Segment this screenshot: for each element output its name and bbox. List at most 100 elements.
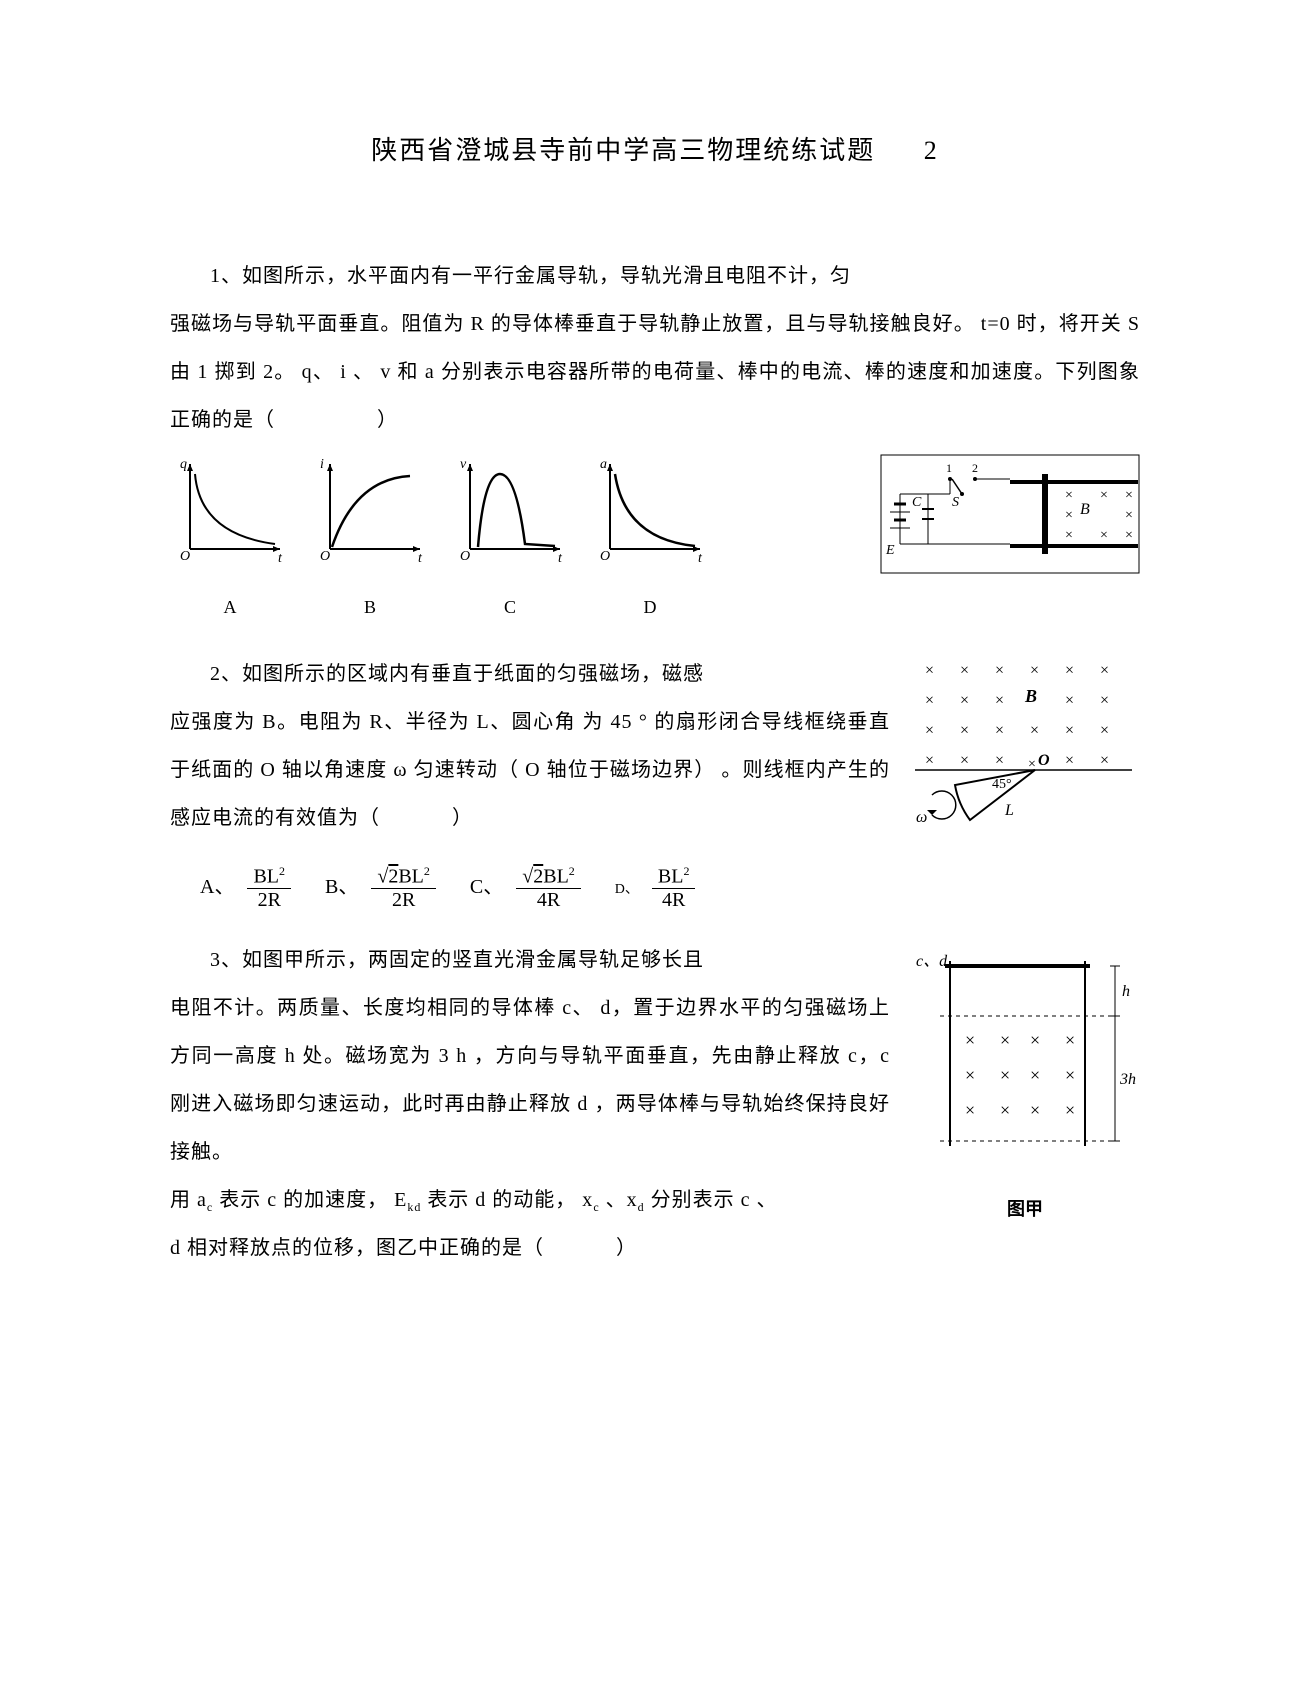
q2-figure: ×××××× ××××× ×××××× ××××× B O × 45° L	[910, 650, 1140, 848]
svg-text:×: ×	[1065, 1065, 1075, 1085]
q1-graph-D: a t O D	[590, 454, 710, 629]
page-title: 陕西省澄城县寺前中学高三物理统练试题 2	[170, 120, 1140, 182]
svg-text:×: ×	[1065, 692, 1074, 709]
svg-text:L: L	[1004, 802, 1014, 819]
q2-option-D: D、 BL2 4R	[615, 863, 700, 911]
q1-graph-A: q t O A	[170, 454, 290, 629]
svg-text:×: ×	[1030, 722, 1039, 739]
q1-circuit: E C 1 2 S	[880, 454, 1140, 592]
svg-text:×: ×	[960, 662, 969, 679]
svg-text:1: 1	[946, 461, 952, 475]
q2-line1: 2、如图所示的区域内有垂直于纸面的匀强磁场，磁感	[170, 650, 890, 698]
q3-line3: 用 ac 表示 c 的加速度， Ekd 表示 d 的动能， xc 、xd 分别表…	[170, 1176, 890, 1224]
svg-text:×: ×	[1030, 1100, 1040, 1120]
svg-text:B: B	[1024, 686, 1037, 706]
svg-text:q: q	[180, 457, 187, 472]
q2-option-C: C、 √2BL2 4R	[470, 863, 585, 911]
svg-text:×: ×	[960, 692, 969, 709]
q1-graph-D-svg: a t O	[590, 454, 710, 564]
svg-text:h: h	[1122, 983, 1130, 1000]
q2-options: A、 BL2 2R B、 √2BL2 2R C、 √2BL2 4R D、 BL2	[200, 863, 1140, 911]
svg-text:O: O	[460, 549, 470, 564]
svg-text:×: ×	[1100, 662, 1109, 679]
svg-text:×: ×	[1125, 488, 1133, 503]
svg-text:×: ×	[1065, 752, 1074, 769]
svg-text:×: ×	[925, 722, 934, 739]
svg-text:×: ×	[1065, 528, 1073, 543]
svg-text:×: ×	[1030, 1065, 1040, 1085]
q3-fig-caption: 图甲	[910, 1188, 1140, 1231]
svg-text:×: ×	[1065, 662, 1074, 679]
svg-text:B: B	[1080, 501, 1090, 518]
svg-text:×: ×	[925, 692, 934, 709]
svg-text:a: a	[600, 457, 607, 472]
q1-graphs-row: q t O A i t O B	[170, 454, 1140, 629]
svg-text:×: ×	[995, 692, 1004, 709]
svg-text:ω: ω	[916, 809, 927, 826]
svg-text:t: t	[418, 551, 423, 564]
q3-line2: 电阻不计。两质量、长度均相同的导体棒 c、 d，置于边界水平的匀强磁场上方同一高…	[170, 984, 890, 1176]
svg-text:45°: 45°	[992, 777, 1012, 792]
svg-text:t: t	[278, 551, 283, 564]
q1-graph-B: i t O B	[310, 454, 430, 629]
svg-text:×: ×	[1125, 508, 1133, 523]
svg-text:×: ×	[1000, 1030, 1010, 1050]
q2-line2: 应强度为 B。电阻为 R、半径为 L、圆心角 为 45 ° 的扇形闭合导线框绕垂…	[170, 698, 890, 842]
q1-line1: 1、如图所示，水平面内有一平行金属导轨，导轨光滑且电阻不计，匀	[170, 252, 1140, 300]
svg-text:×: ×	[925, 752, 934, 769]
svg-text:O: O	[320, 549, 330, 564]
svg-text:×: ×	[995, 752, 1004, 769]
svg-text:×: ×	[1100, 488, 1108, 503]
svg-text:×: ×	[1000, 1100, 1010, 1120]
q1-graph-C: v t O C	[450, 454, 570, 629]
svg-text:O: O	[180, 549, 190, 564]
svg-text:×: ×	[1065, 1100, 1075, 1120]
svg-text:×: ×	[1065, 508, 1073, 523]
svg-text:×: ×	[1065, 1030, 1075, 1050]
question-3: 3、如图甲所示，两固定的竖直光滑金属导轨足够长且 电阻不计。两质量、长度均相同的…	[170, 936, 1140, 1272]
svg-text:×: ×	[925, 662, 934, 679]
svg-text:2: 2	[972, 461, 978, 475]
svg-text:t: t	[558, 551, 563, 564]
q1-circuit-svg: E C 1 2 S	[880, 454, 1140, 574]
svg-text:×: ×	[995, 722, 1004, 739]
svg-text:×: ×	[995, 662, 1004, 679]
svg-text:v: v	[460, 457, 467, 472]
svg-text:E: E	[885, 543, 895, 558]
svg-text:×: ×	[1100, 722, 1109, 739]
svg-text:×: ×	[1100, 692, 1109, 709]
svg-text:O: O	[1038, 752, 1050, 769]
svg-text:×: ×	[1100, 528, 1108, 543]
question-2: 2、如图所示的区域内有垂直于纸面的匀强磁场，磁感 应强度为 B。电阻为 R、半径…	[170, 650, 1140, 911]
q3-figure: c、d h 3h × × × × × × × × × × × ×	[910, 936, 1140, 1272]
svg-text:×: ×	[965, 1030, 975, 1050]
q1-graph-C-svg: v t O	[450, 454, 570, 564]
svg-text:×: ×	[1100, 752, 1109, 769]
svg-text:i: i	[320, 457, 324, 472]
svg-text:×: ×	[965, 1100, 975, 1120]
svg-text:C: C	[912, 495, 922, 510]
svg-text:t: t	[698, 551, 703, 564]
q2-option-B: B、 √2BL2 2R	[325, 863, 440, 911]
svg-text:S: S	[952, 495, 959, 510]
q3-line4: d 相对释放点的位移，图乙中正确的是（ ）	[170, 1224, 890, 1272]
q2-figure-svg: ×××××× ××××× ×××××× ××××× B O × 45° L	[910, 650, 1140, 830]
svg-text:×: ×	[1065, 722, 1074, 739]
q1-graph-A-svg: q t O	[170, 454, 290, 564]
svg-text:×: ×	[960, 722, 969, 739]
title-number: 2	[924, 120, 939, 182]
svg-text:3h: 3h	[1119, 1071, 1136, 1088]
question-1: 1、如图所示，水平面内有一平行金属导轨，导轨光滑且电阻不计，匀 强磁场与导轨平面…	[170, 252, 1140, 629]
svg-text:×: ×	[1030, 662, 1039, 679]
q1-graph-B-svg: i t O	[310, 454, 430, 564]
q3-figure-svg: c、d h 3h × × × × × × × × × × × ×	[910, 946, 1140, 1166]
svg-text:c、d: c、d	[916, 953, 948, 970]
svg-text:×: ×	[965, 1065, 975, 1085]
svg-text:×: ×	[1030, 1030, 1040, 1050]
svg-text:×: ×	[960, 752, 969, 769]
q1-line2: 强磁场与导轨平面垂直。阻值为 R 的导体棒垂直于导轨静止放置，且与导轨接触良好。…	[170, 300, 1140, 444]
q3-line1: 3、如图甲所示，两固定的竖直光滑金属导轨足够长且	[170, 936, 890, 984]
svg-text:O: O	[600, 549, 610, 564]
svg-text:×: ×	[1000, 1065, 1010, 1085]
q2-option-A: A、 BL2 2R	[200, 863, 295, 911]
